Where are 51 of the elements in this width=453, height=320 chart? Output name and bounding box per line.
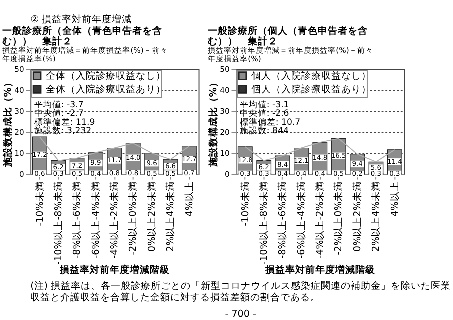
x-tick-label: -4%以上-2%未満 xyxy=(108,182,121,259)
x-tick-label: -10%以上-8%未満 xyxy=(52,182,64,265)
legend-label: 全体（入院診療収益あり） xyxy=(46,83,166,96)
x-tick-label: -4%以上-2%未満 xyxy=(314,182,326,259)
x-tick-label: 2%以上4%未満 xyxy=(164,182,177,252)
annotation: 施設数: 844 xyxy=(240,125,289,136)
x-axis-title: 損益率対前年度増減階級 xyxy=(264,264,377,276)
x-tick-label: -8%以上-6%未満 xyxy=(276,182,289,259)
y-tick-label: 10 xyxy=(220,148,230,158)
x-tick-label: 0%以上2%未満 xyxy=(146,182,158,252)
chart-title: 一般診療所（個人（青色申告者を含む）） 集計２ xyxy=(208,25,368,48)
y-tick-label: 50 xyxy=(220,64,230,74)
text: - 700 - xyxy=(225,308,256,320)
legend-label: 個人（入院診療収益なし） xyxy=(251,70,372,82)
y-tick-label: 40 xyxy=(14,86,25,95)
annotation: 中央値: -2.7 xyxy=(34,108,84,120)
x-tick-label: -10%未満 xyxy=(34,182,46,226)
annotation: 標準偏差: 11.9 xyxy=(34,116,96,128)
x-tick-label: -6%以上-4%未満 xyxy=(90,182,102,259)
y-tick-label: 40 xyxy=(220,86,230,95)
x-tick-label: 4%以上 xyxy=(183,182,196,217)
x-tick-label: -10%以上-8%未満 xyxy=(258,182,270,265)
x-tick-label: -2%以上0%未満 xyxy=(332,182,345,256)
y-tick-label: 0 xyxy=(20,170,25,179)
annotation: 標準偏差: 10.7 xyxy=(240,116,301,128)
y-tick-label: 30 xyxy=(14,106,25,116)
chart-subtitle: 損益率対前年度増減＝前年度損益率(%)－前々年度損益率(%) xyxy=(208,46,374,64)
y-tick-label: 30 xyxy=(220,106,230,116)
y-tick-label: 0 xyxy=(224,170,230,179)
x-tick-label: -6%以上-4%未満 xyxy=(295,182,308,259)
y-axis-title: 施設数構成比（%） xyxy=(2,78,14,168)
y-axis-title: 施設数構成比（%） xyxy=(207,78,220,168)
text: ② 損益率対前年度増減 xyxy=(30,14,132,26)
y-tick-label: 10 xyxy=(14,148,25,158)
x-tick-label: 2%以上4%未満 xyxy=(370,182,382,252)
x-tick-label: -2%以上0%未満 xyxy=(127,182,140,256)
text: (注) 損益率は、各一般診療所ごとの「新型コロナウイルス感染症関連の補助金」を除いた医業収益と介護収益を合算した金額に対する損益差額の割合である。 xyxy=(30,280,452,304)
chart-title: 一般診療所（全体（青色申告者を含む）） 集計２ xyxy=(2,25,163,48)
x-tick-label: -8%以上-6%未満 xyxy=(71,182,84,259)
x-axis-title: 損益率対前年度増減階級 xyxy=(59,264,172,276)
legend-label: 個人（入院診療収益あり） xyxy=(251,83,372,96)
annotation: 施設数: 3,232 xyxy=(34,125,92,136)
x-tick-label: 4%以上 xyxy=(388,182,401,217)
y-tick-label: 50 xyxy=(14,64,25,74)
x-tick-label: 0%以上2%未満 xyxy=(351,182,364,252)
y-tick-label: 20 xyxy=(14,128,25,137)
x-tick-label: -10%未満 xyxy=(239,182,252,226)
y-tick-label: 20 xyxy=(220,128,230,137)
legend-label: 全体（入院診療収益なし） xyxy=(46,70,166,82)
chart-subtitle: 損益率対前年度増減＝前年度損益率(%)－前々年度損益率(%) xyxy=(2,46,168,64)
annotation: 中央値: -2.6 xyxy=(240,108,290,120)
